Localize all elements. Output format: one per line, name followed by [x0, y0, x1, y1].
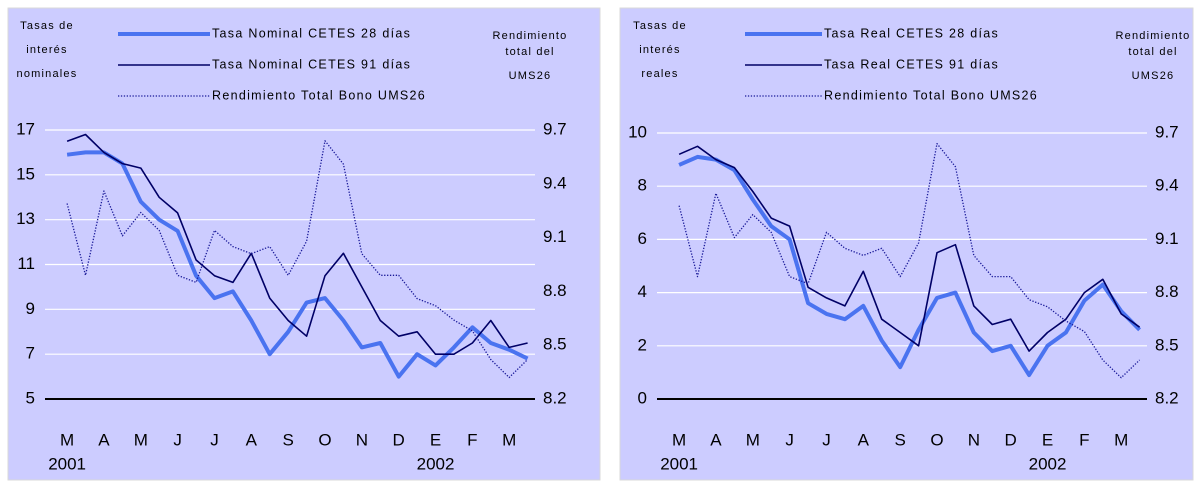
y2-axis-title: Rendimiento [493, 30, 568, 42]
x-tick-label: N [968, 430, 980, 449]
y-axis-title: reales [641, 68, 678, 80]
x-tick-label: M [134, 430, 148, 449]
y-axis-title: nominales [17, 68, 78, 80]
year-label: 2002 [1029, 454, 1067, 473]
year-label: 2002 [417, 454, 455, 473]
y2-tick-label: 8.8 [543, 281, 567, 300]
legend-label: Tasa Nominal CETES 28 días [212, 26, 411, 40]
legend-label: Rendimiento Total Bono UMS26 [824, 88, 1038, 102]
y2-tick-label: 8.2 [543, 388, 567, 407]
y2-tick-label: 8.5 [1155, 335, 1179, 354]
x-tick-label: A [246, 430, 258, 449]
x-tick-label: D [393, 430, 405, 449]
y-axis-title: Tasas de [633, 20, 687, 32]
x-tick-label: M [672, 430, 686, 449]
y-tick-label: 15 [16, 164, 35, 183]
y2-tick-label: 9.4 [1155, 176, 1179, 195]
x-tick-label: J [173, 430, 182, 449]
y2-tick-label: 9.4 [543, 173, 567, 192]
series-line [678, 145, 1141, 352]
y-tick-label: 5 [26, 388, 35, 407]
x-tick-label: J [210, 430, 219, 449]
y-axis-title: Tasas de [20, 20, 74, 32]
x-tick-label: M [60, 430, 74, 449]
y2-tick-label: 8.2 [1155, 388, 1179, 407]
x-tick-label: M [1114, 430, 1128, 449]
y2-tick-label: 9.7 [543, 119, 567, 138]
y-tick-label: 7 [26, 344, 35, 363]
series-line [66, 150, 529, 379]
y-axis-title: interés [639, 44, 680, 56]
y-tick-label: 10 [628, 122, 647, 141]
y2-axis-title: total del [1128, 46, 1177, 58]
y2-axis-title: UMS26 [1132, 70, 1175, 82]
x-tick-label: M [502, 430, 516, 449]
legend-label: Tasa Nominal CETES 91 días [212, 57, 411, 71]
x-tick-label: S [894, 430, 905, 449]
x-tick-label: D [1005, 430, 1017, 449]
y2-tick-label: 8.8 [1155, 282, 1179, 301]
series-line [66, 133, 528, 355]
y2-axis-title: UMS26 [509, 70, 552, 82]
x-tick-label: O [930, 430, 943, 449]
panel-background [7, 7, 601, 481]
legend-label: Tasa Real CETES 28 días [824, 26, 999, 40]
y2-tick-label: 9.1 [543, 227, 567, 246]
y-tick-label: 17 [16, 119, 35, 138]
y2-tick-label: 9.7 [1155, 122, 1179, 141]
y-axis-title: interés [26, 44, 67, 56]
x-tick-label: F [467, 430, 477, 449]
x-tick-label: E [1042, 430, 1053, 449]
x-tick-label: A [710, 430, 722, 449]
x-tick-label: M [746, 430, 760, 449]
x-tick-label: E [430, 430, 441, 449]
x-tick-label: J [785, 430, 794, 449]
y-tick-label: 11 [17, 254, 35, 273]
legend-label: Tasa Real CETES 91 días [824, 57, 999, 71]
y-tick-label: 6 [638, 229, 647, 248]
y2-tick-label: 8.5 [543, 335, 567, 354]
series-line [66, 140, 529, 379]
x-tick-label: A [98, 430, 110, 449]
series-line [678, 154, 1142, 378]
x-tick-label: S [282, 430, 293, 449]
x-tick-label: F [1079, 430, 1089, 449]
y-tick-label: 8 [638, 176, 647, 195]
year-label: 2001 [48, 454, 86, 473]
y-tick-label: 4 [638, 282, 647, 301]
y-tick-label: 13 [16, 209, 35, 228]
year-label: 2001 [660, 454, 698, 473]
series-line [678, 142, 1141, 379]
y-tick-label: 2 [638, 335, 647, 354]
x-tick-label: O [318, 430, 331, 449]
legend-label: Rendimiento Total Bono UMS26 [212, 88, 426, 102]
panel-background [619, 7, 1194, 481]
y-tick-label: 0 [638, 388, 647, 407]
y2-tick-label: 9.1 [1155, 229, 1179, 248]
y2-axis-title: Rendimiento [1116, 30, 1191, 42]
y-tick-label: 9 [26, 299, 35, 318]
x-tick-label: J [822, 430, 831, 449]
x-tick-label: A [858, 430, 870, 449]
y2-axis-title: total del [505, 46, 554, 58]
x-tick-label: N [356, 430, 368, 449]
